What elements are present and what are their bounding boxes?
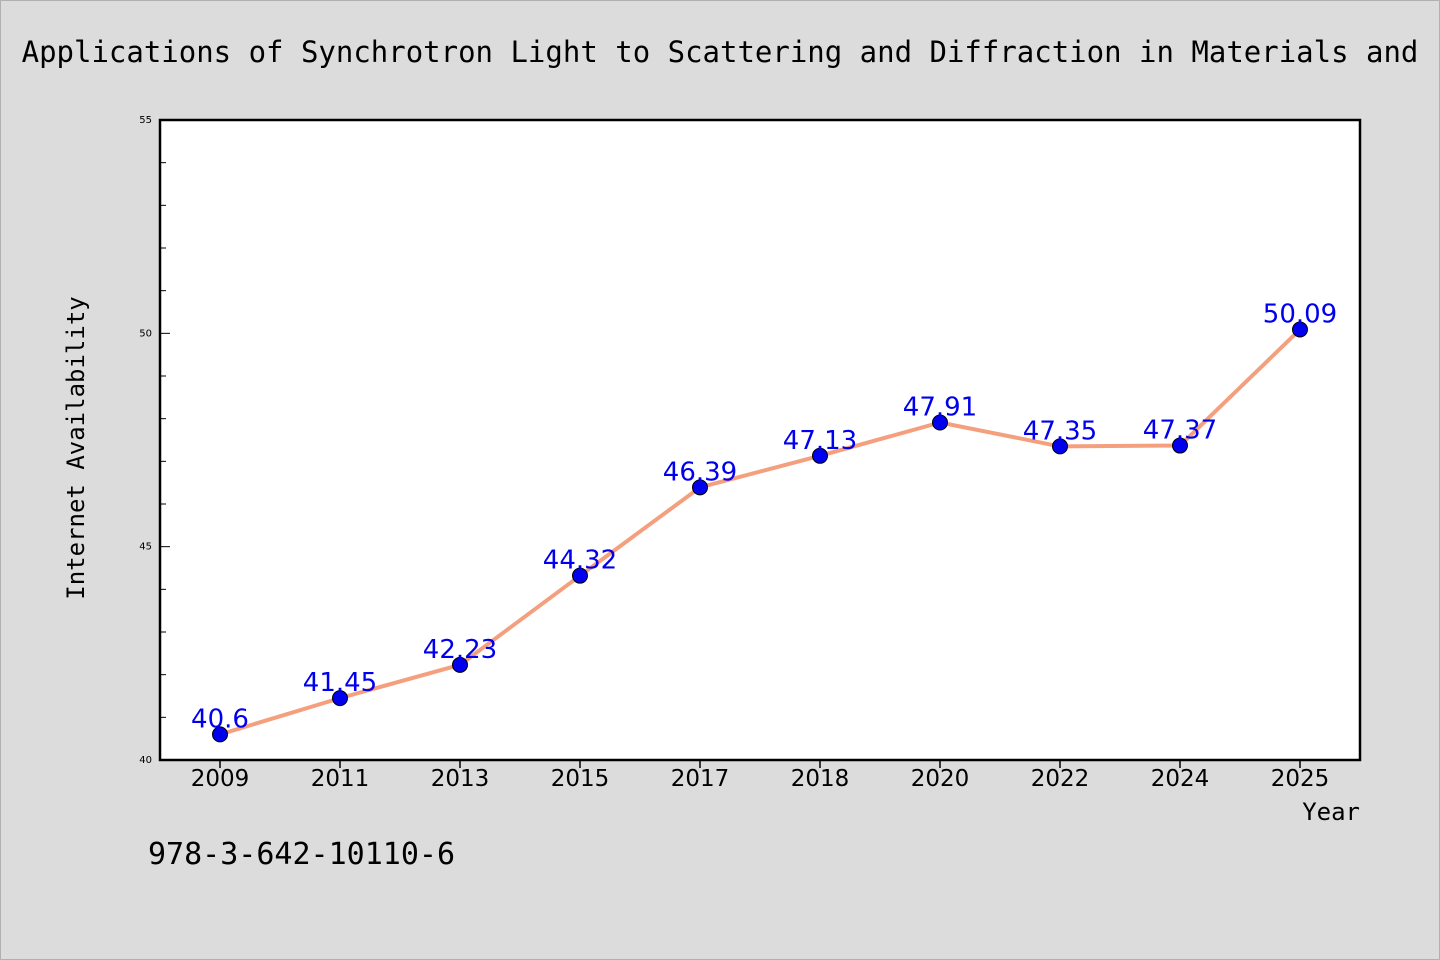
data-point [932, 414, 948, 431]
footer-code: 978-3-642-10110-6 [148, 837, 455, 872]
x-tick-label: 2025 [1271, 766, 1330, 792]
x-tick-label: 2017 [671, 766, 730, 792]
data-label: 44.32 [543, 546, 617, 576]
y-tick-label: 50 [139, 328, 152, 339]
data-label: 41.45 [303, 668, 377, 698]
data-label: 47.91 [903, 393, 977, 423]
plot-area [158, 118, 1362, 762]
x-tick-label: 2013 [431, 766, 490, 792]
x-tick-label: 2024 [1151, 766, 1210, 792]
data-point [1172, 437, 1188, 454]
data-label: 50.09 [1263, 299, 1337, 329]
y-tick-label: 40 [139, 755, 152, 766]
data-label: 42.23 [423, 635, 497, 665]
data-point [212, 726, 228, 743]
x-axis: 2009 2011 2013 2015 2017 2018 2020 2022 2024 2025 [191, 760, 1330, 792]
data-point [692, 479, 708, 496]
data-labels: 40.6 41.45 42.23 44.32 46.39 47.13 47.91 47.35 4… [191, 299, 1337, 734]
data-label: 47.13 [783, 426, 857, 456]
data-label: 47.35 [1023, 416, 1097, 446]
x-tick-label: 2018 [791, 766, 850, 792]
x-tick-label: 2011 [311, 766, 370, 792]
x-tick-label: 2020 [911, 766, 970, 792]
x-tick-label: 2022 [1031, 766, 1090, 792]
x-tick-label: 2015 [551, 766, 610, 792]
data-point [332, 690, 348, 707]
data-label: 40.6 [191, 704, 249, 734]
data-label: 47.37 [1143, 416, 1217, 446]
series-markers [212, 321, 1308, 743]
x-tick-label: 2009 [191, 766, 250, 792]
series-line [219, 328, 1302, 737]
data-point [812, 447, 828, 464]
chart-title: Applications of Synchrotron Light to Sca… [22, 35, 1419, 69]
data-point [1052, 438, 1068, 455]
data-label: 46.39 [663, 457, 737, 487]
y-axis-label: Internet Availability [62, 296, 90, 599]
data-point [1292, 321, 1308, 338]
x-axis-label: Year [1302, 798, 1360, 826]
y-tick-label: 55 [139, 115, 152, 126]
y-axis: 40 45 50 55 [139, 115, 170, 766]
data-point [452, 656, 468, 673]
y-tick-label: 45 [139, 542, 152, 553]
data-point [572, 567, 588, 584]
